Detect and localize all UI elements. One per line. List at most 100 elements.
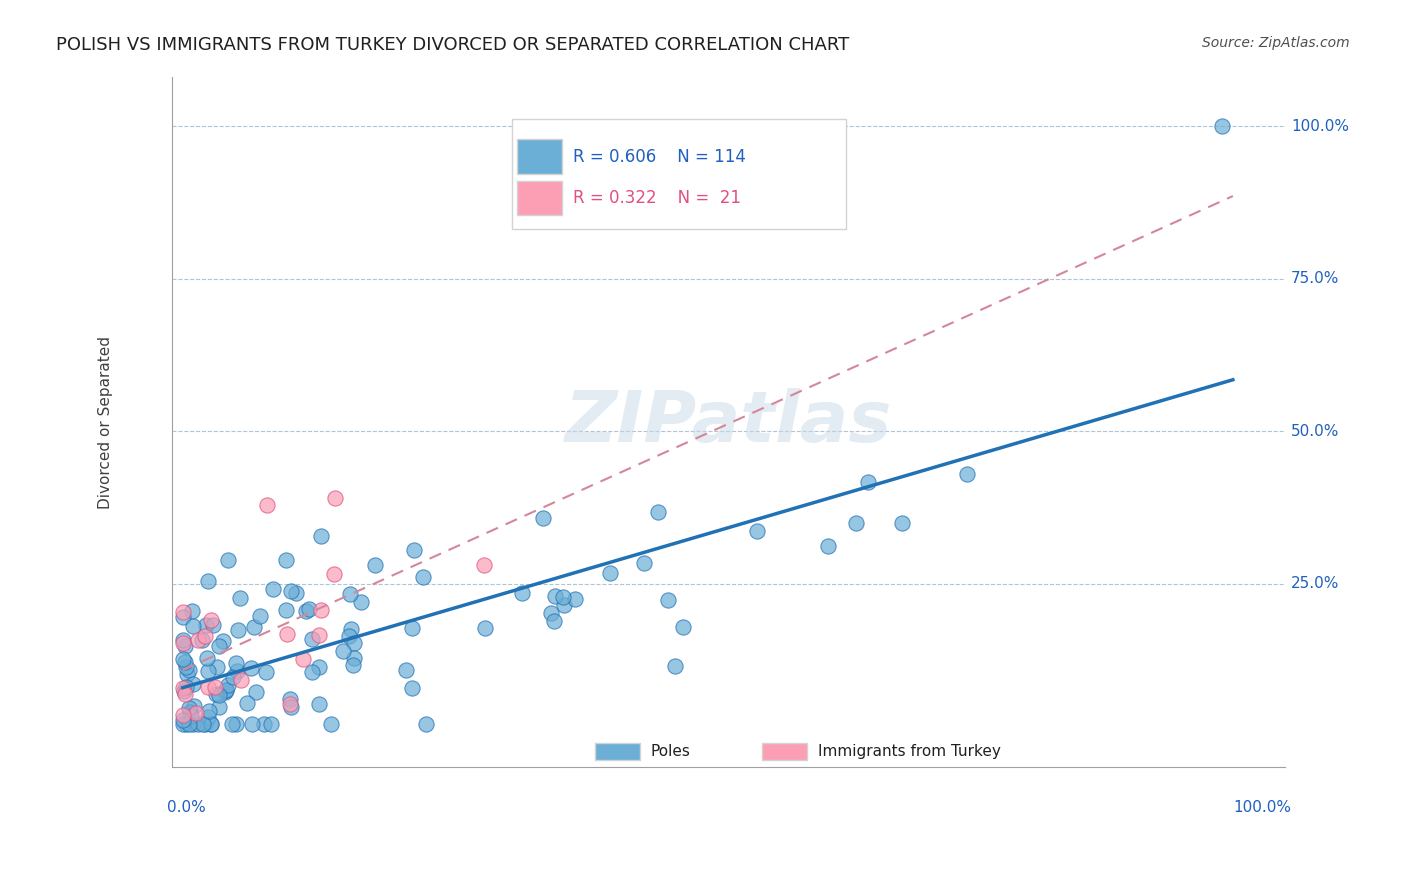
Text: R = 0.322    N =  21: R = 0.322 N = 21 [574,189,741,207]
Point [544,589,567,603]
Point [172,606,194,620]
Text: 25.0%: 25.0% [1291,576,1340,591]
Point [172,713,194,727]
Point [212,633,235,648]
Point [323,491,346,505]
Point [173,684,195,698]
Point [395,663,418,677]
FancyBboxPatch shape [517,139,562,174]
Point [201,618,224,632]
Point [176,666,198,681]
Point [208,688,231,702]
Point [845,516,868,531]
Point [332,643,354,657]
Point [343,636,366,650]
Point [221,717,243,731]
Point [205,660,228,674]
Point [225,717,247,731]
Point [276,627,298,641]
Point [256,498,278,512]
Point [194,717,217,731]
Point [1211,120,1233,134]
Text: R = 0.606    N = 114: R = 0.606 N = 114 [574,148,745,166]
Point [194,629,217,643]
Point [183,717,205,731]
Text: 75.0%: 75.0% [1291,271,1340,286]
Point [200,717,222,731]
Point [274,553,297,567]
Point [856,475,879,490]
Text: 100.0%: 100.0% [1291,119,1348,134]
Point [177,663,200,677]
Point [472,558,495,572]
Point [280,584,302,599]
Point [217,553,239,567]
Point [228,623,250,637]
Point [308,628,330,642]
Point [197,710,219,724]
FancyBboxPatch shape [595,743,640,760]
Point [298,601,321,615]
Point [191,632,214,647]
Point [172,717,194,731]
Point [260,717,283,731]
Point [183,698,205,713]
Point [181,604,204,618]
Point [401,681,423,695]
Text: 50.0%: 50.0% [1291,424,1340,439]
Point [350,595,373,609]
Point [243,620,266,634]
Point [342,658,364,673]
Point [280,692,302,706]
Point [294,604,316,618]
Point [173,639,195,653]
Point [181,619,204,633]
Point [200,717,222,731]
Point [956,467,979,482]
Point [308,697,330,711]
Text: ZIPatlas: ZIPatlas [565,388,893,457]
Point [208,639,231,653]
Point [412,570,434,584]
Point [195,650,218,665]
Point [172,652,194,666]
Text: Divorced or Separated: Divorced or Separated [98,335,112,508]
FancyBboxPatch shape [512,119,845,229]
Point [553,598,575,612]
Point [415,717,437,731]
Point [337,629,360,643]
Text: Immigrants from Turkey: Immigrants from Turkey [818,744,1001,759]
Point [200,613,222,627]
Point [180,709,202,723]
Point [401,621,423,635]
Point [174,660,197,674]
FancyBboxPatch shape [762,743,807,760]
Point [239,661,262,675]
Point [245,685,267,699]
Point [197,664,219,678]
Point [817,539,839,553]
FancyBboxPatch shape [517,181,562,215]
Point [533,510,555,524]
Point [197,680,219,694]
Point [205,687,228,701]
Point [172,633,194,648]
Point [599,566,621,580]
Point [339,587,361,601]
Point [172,681,194,696]
Point [231,673,253,687]
Point [363,558,385,572]
Point [540,606,562,620]
Point [179,706,201,720]
Point [177,717,200,731]
Point [214,683,236,698]
Point [226,665,249,679]
Point [198,704,221,718]
Text: 0.0%: 0.0% [167,800,205,814]
Point [890,516,912,530]
Point [256,665,278,680]
Point [301,632,323,646]
Point [343,651,366,665]
Point [553,591,575,605]
Point [225,656,247,670]
